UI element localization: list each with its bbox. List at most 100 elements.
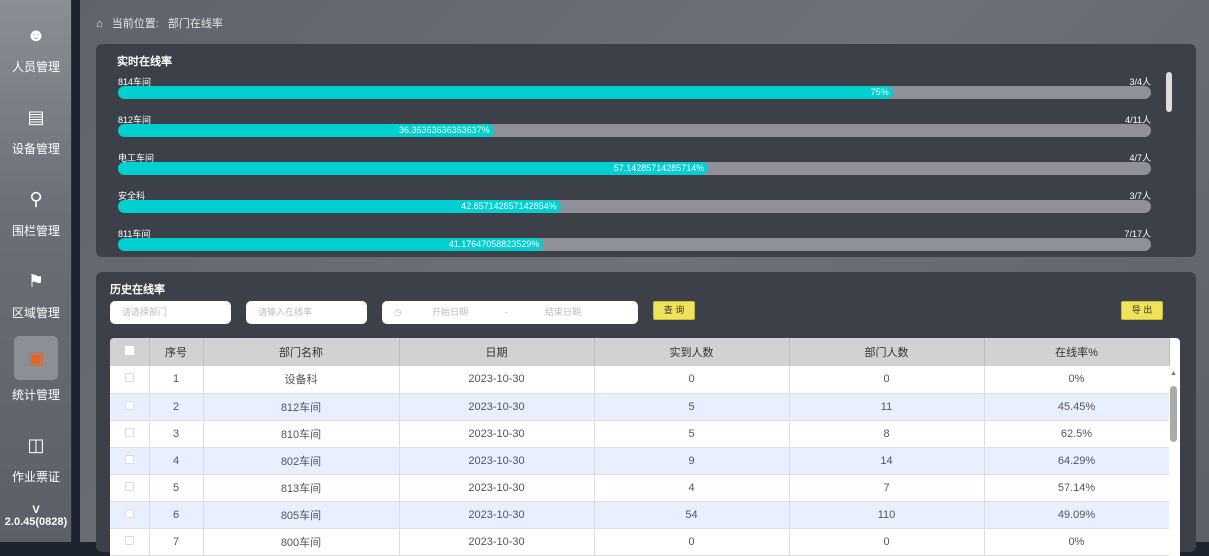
realtime-scrollbar[interactable] <box>1166 72 1172 112</box>
table-cell: 812车间 <box>203 393 400 421</box>
row-checkbox[interactable] <box>124 373 134 383</box>
table-cell: 110 <box>789 501 985 529</box>
query-button[interactable]: 查 询 <box>653 301 695 320</box>
table-cell: 5 <box>149 474 204 502</box>
table-cell: 2023-10-30 <box>399 474 595 502</box>
table-cell: 5 <box>594 393 790 421</box>
table-cell: 11 <box>789 393 985 421</box>
date-separator: - <box>505 307 508 317</box>
table-row[interactable]: 6 805车间 2023-10-30 54 110 49.09% <box>110 501 1170 529</box>
column-header[interactable]: 序号 <box>149 338 204 366</box>
headcount: 4/11人 <box>1125 115 1151 125</box>
row-checkbox[interactable] <box>124 427 134 437</box>
table-cell: 64.29% <box>984 447 1170 475</box>
export-button[interactable]: 导 出 <box>1121 301 1163 320</box>
table-row[interactable]: 1 设备科 2023-10-30 0 0 0% <box>110 366 1170 394</box>
sidebar-item-label: 设备管理 <box>11 142 60 156</box>
progress-fill: 57.14285714285714% <box>118 162 709 175</box>
table-cell: 7 <box>789 474 985 502</box>
breadcrumb-prefix: 当前位置: <box>111 18 159 30</box>
table-row[interactable]: 4 802车间 2023-10-30 9 14 64.29% <box>110 447 1170 475</box>
map-pin-icon: ⚲ <box>29 189 43 209</box>
router-icon: ▤ <box>27 107 45 127</box>
table-cell: 4 <box>594 474 790 502</box>
history-panel: 历史在线率 请选择部门 请输入在线率 ◷ 开始日期 - 结束日期 查 询 导 出… <box>96 272 1196 556</box>
department-name: 811车间 <box>118 229 151 239</box>
progress-fill: 41.17647058823529% <box>118 238 544 251</box>
column-header[interactable]: 在线率% <box>984 338 1170 366</box>
table-cell: 54 <box>594 501 790 529</box>
sidebar-item-label: 围栏管理 <box>11 224 60 238</box>
table-header: 序号 部门名称 日期 实到人数 部门人数 在线率% <box>110 338 1170 366</box>
sidebar-item-label: 统计管理 <box>11 388 60 402</box>
table-cell: 设备科 <box>203 366 400 394</box>
row-checkbox[interactable] <box>124 400 134 410</box>
department-name: 电工车间 <box>118 153 155 163</box>
sidebar-item-label: 作业票证 <box>11 470 60 484</box>
sidebar-item-devices[interactable]: ▤ 设备管理 <box>0 100 72 157</box>
department-name: 814车间 <box>118 77 152 87</box>
department-select[interactable]: 请选择部门 <box>110 301 231 324</box>
column-header[interactable]: 日期 <box>399 338 595 366</box>
sidebar-item-label: 人员管理 <box>11 60 60 74</box>
start-date-input[interactable]: 开始日期 <box>432 307 469 317</box>
progress-fill: 42.857142857142854% <box>118 200 561 213</box>
progress-track: 57.14285714285714% <box>118 162 1151 175</box>
table-row[interactable]: 5 813车间 2023-10-30 4 7 57.14% <box>110 474 1170 502</box>
main-content: ⌂ 当前位置: 部门在线率 实时在线率 814车间 3/4人 75% 812车间 … <box>80 0 1209 556</box>
table-cell: 5 <box>594 420 790 448</box>
clock-icon: ◷ <box>394 307 402 317</box>
table-cell: 805车间 <box>203 501 400 529</box>
table-cell: 49.09% <box>984 501 1170 529</box>
table-scrollbar[interactable]: ▲ <box>1169 366 1178 556</box>
row-checkbox[interactable] <box>124 535 134 545</box>
monitor-icon: ◫ <box>27 435 45 455</box>
table-cell: 9 <box>594 447 790 475</box>
table-row[interactable]: 2 812车间 2023-10-30 5 11 45.45% <box>110 393 1170 421</box>
realtime-title: 实时在线率 <box>117 56 172 68</box>
headcount: 7/17人 <box>1124 229 1151 239</box>
sidebar-item-statistics[interactable]: ▣ 统计管理 <box>0 336 72 403</box>
sidebar-item-fence[interactable]: ⚲ 围栏管理 <box>0 182 72 239</box>
monitor-chart-icon: ▣ <box>14 336 58 380</box>
table-cell: 0 <box>594 366 790 394</box>
column-header[interactable]: 部门人数 <box>789 338 985 366</box>
row-checkbox[interactable] <box>124 508 134 518</box>
table-cell: 6 <box>149 501 204 529</box>
breadcrumb-current: 部门在线率 <box>167 18 223 30</box>
table-cell: 45.45% <box>984 393 1170 421</box>
table-cell: 0 <box>789 366 985 394</box>
history-table: 序号 部门名称 日期 实到人数 部门人数 在线率% 1 设备科 2023-10-30… <box>110 338 1180 556</box>
column-header[interactable]: 部门名称 <box>203 338 400 366</box>
version-label: V 2.0.45(0828) <box>4 504 68 528</box>
realtime-panel: 实时在线率 814车间 3/4人 75% 812车间 4/11人 36.36363… <box>96 44 1196 257</box>
end-date-input[interactable]: 结束日期 <box>545 307 582 317</box>
table-cell: 2023-10-30 <box>399 501 595 529</box>
table-cell: 1 <box>149 366 204 394</box>
sidebar-item-work-permit[interactable]: ◫ 作业票证 <box>0 428 72 485</box>
home-icon: ⌂ <box>96 18 103 30</box>
sidebar-item-label: 区域管理 <box>11 306 60 320</box>
column-header[interactable]: 实到人数 <box>594 338 790 366</box>
date-range-picker[interactable]: ◷ 开始日期 - 结束日期 <box>382 301 638 324</box>
table-row[interactable]: 3 810车间 2023-10-30 5 8 62.5% <box>110 420 1170 448</box>
progress-fill: 75% <box>118 86 893 99</box>
table-cell: 4 <box>149 447 204 475</box>
breadcrumb: ⌂ 当前位置: 部门在线率 <box>96 15 229 31</box>
row-checkbox[interactable] <box>124 454 134 464</box>
table-cell: 2 <box>149 393 204 421</box>
table-cell: 8 <box>789 420 985 448</box>
progress-track: 75% <box>118 86 1151 99</box>
scroll-up-icon[interactable]: ▲ <box>1170 370 1177 377</box>
headcount: 3/7人 <box>1129 191 1151 201</box>
progress-track: 41.17647058823529% <box>118 238 1151 251</box>
sidebar-item-area[interactable]: ⚑ 区域管理 <box>0 264 72 321</box>
department-name: 812车间 <box>118 115 152 125</box>
sidebar-item-personnel[interactable]: ☻ 人员管理 <box>0 18 72 75</box>
sidebar: ☻ 人员管理 ▤ 设备管理 ⚲ 围栏管理 ⚑ 区域管理 ▣ 统计管理 ◫ 作业票证 V 2.… <box>0 0 72 542</box>
select-all-checkbox[interactable] <box>124 346 134 355</box>
scroll-thumb[interactable] <box>1170 386 1177 442</box>
row-checkbox[interactable] <box>124 481 134 491</box>
online-rate-input[interactable]: 请输入在线率 <box>246 301 367 324</box>
table-cell: 3 <box>149 420 204 448</box>
